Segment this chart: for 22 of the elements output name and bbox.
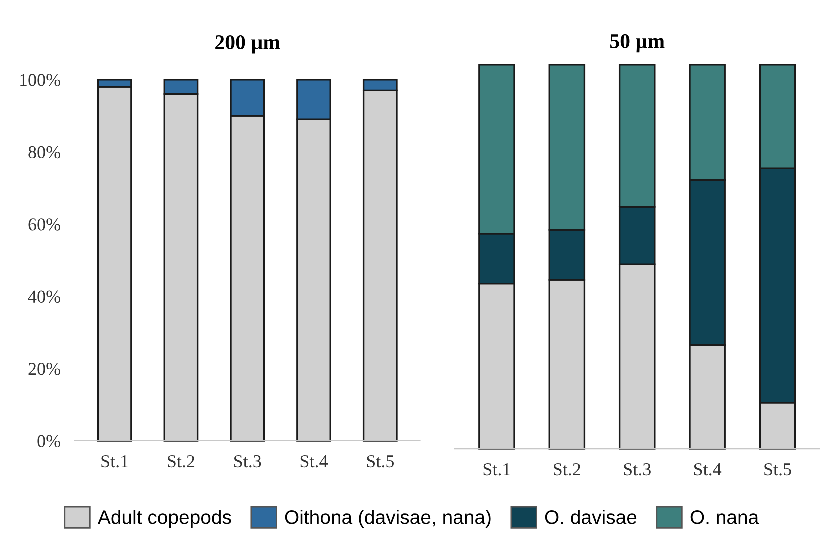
chart-title: 200 µm xyxy=(216,35,280,54)
chart-title: 50 µm xyxy=(610,34,665,53)
y-tick-label: 40% xyxy=(28,290,60,304)
y-tick-label: 0% xyxy=(38,435,60,448)
x-tick-label: St.4 xyxy=(694,463,722,476)
x-tick-label: St.1 xyxy=(484,463,510,476)
x-tick-label: St.5 xyxy=(764,463,792,476)
x-tick-label: St.2 xyxy=(168,455,195,468)
x-tick-label: St.2 xyxy=(554,463,580,476)
legend-label: Oithona (davisae, nana) xyxy=(285,510,491,528)
x-tick-label: St.3 xyxy=(624,463,651,476)
y-tick-label: 80% xyxy=(28,146,60,159)
y-tick-label: 100% xyxy=(20,74,60,86)
x-tick-label: St.3 xyxy=(234,455,262,468)
legend-label: O. nana xyxy=(690,510,760,524)
legend-label: O. davisae xyxy=(545,510,637,524)
y-tick-label: 20% xyxy=(28,363,60,376)
x-tick-label: St.1 xyxy=(102,455,128,468)
x-tick-label: St.5 xyxy=(367,455,394,468)
legend-label: Adult copepods xyxy=(98,510,232,528)
x-tick-label: St.4 xyxy=(300,455,328,468)
y-tick-label: 60% xyxy=(28,218,60,231)
